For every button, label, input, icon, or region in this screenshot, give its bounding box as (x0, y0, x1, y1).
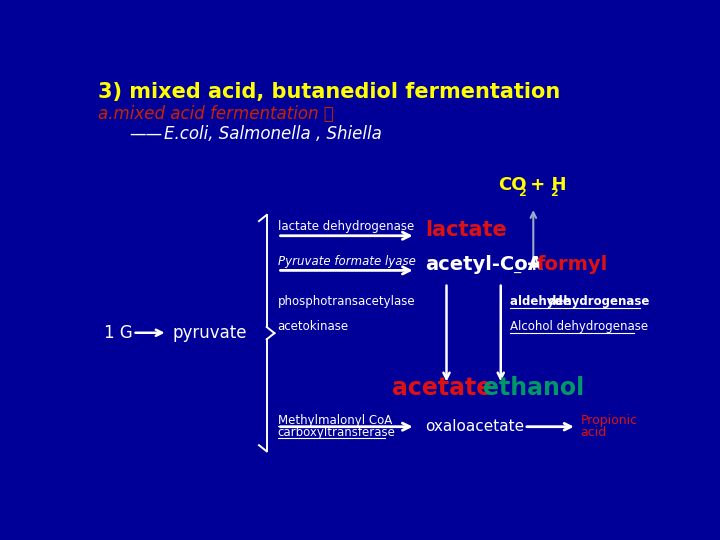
Text: 2: 2 (518, 188, 526, 198)
Text: + H: + H (524, 176, 567, 194)
Text: +: + (526, 255, 542, 274)
Text: E.coli, Salmonella , Shiella: E.coli, Salmonella , Shiella (163, 125, 382, 143)
Text: acetate: acetate (392, 376, 492, 400)
Text: 3) mixed acid, butanediol fermentation: 3) mixed acid, butanediol fermentation (98, 82, 560, 102)
Text: acetokinase: acetokinase (277, 320, 348, 333)
Text: CO: CO (498, 176, 527, 194)
Text: Pyruvate formate lyase: Pyruvate formate lyase (277, 255, 415, 268)
Text: oxaloacetate: oxaloacetate (425, 419, 524, 434)
Text: ——: —— (129, 125, 162, 143)
Text: lactate dehydrogenase: lactate dehydrogenase (277, 220, 414, 233)
Text: ethanol: ethanol (483, 376, 584, 400)
Text: pyruvate: pyruvate (173, 324, 248, 342)
Text: acetyl-CoA: acetyl-CoA (425, 255, 543, 274)
Text: lactate: lactate (425, 220, 507, 240)
Text: dehydrogenase: dehydrogenase (547, 295, 649, 308)
Text: formyl: formyl (536, 255, 608, 274)
Text: 1 G: 1 G (104, 324, 132, 342)
Text: aldehyde: aldehyde (510, 295, 575, 308)
Text: phosphotransacetylase: phosphotransacetylase (277, 295, 415, 308)
Text: Methylmalonyl CoA: Methylmalonyl CoA (277, 414, 392, 427)
Text: acid: acid (580, 427, 607, 440)
Text: a.mixed acid fermentation ：: a.mixed acid fermentation ： (98, 105, 333, 123)
Text: 2: 2 (550, 188, 558, 198)
Text: Alcohol dehydrogenase: Alcohol dehydrogenase (510, 320, 648, 333)
Text: carboxyltransferase: carboxyltransferase (277, 427, 395, 440)
Text: Propionic: Propionic (580, 414, 638, 427)
